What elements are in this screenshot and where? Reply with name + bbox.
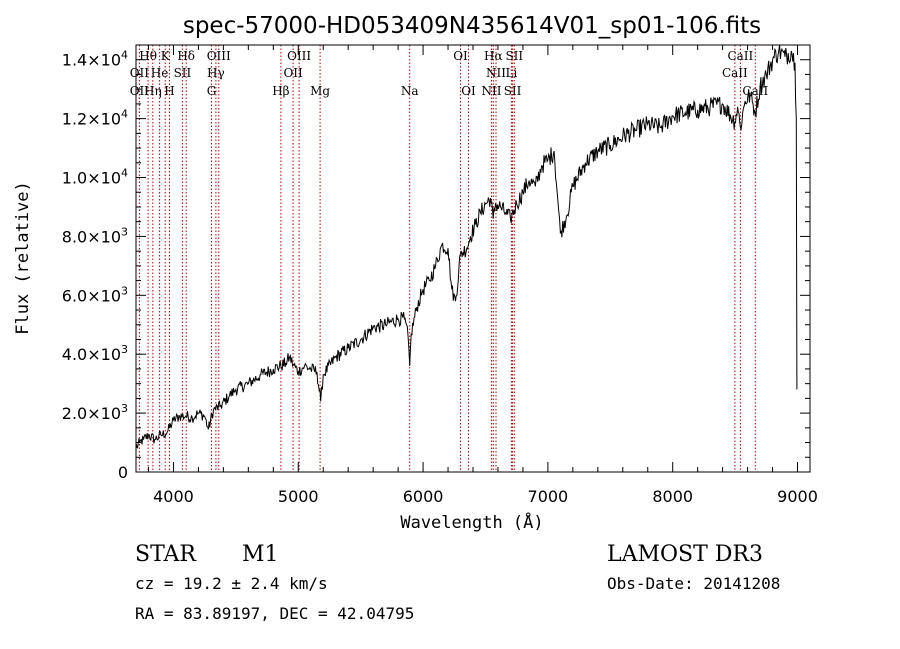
- line-label: OI: [453, 49, 468, 63]
- spectrum-series: [135, 44, 798, 449]
- line-label: Hγ: [207, 66, 225, 80]
- line-label: Hδ: [177, 49, 195, 63]
- line-label: OIII: [287, 49, 311, 63]
- line-label: OII: [130, 84, 150, 98]
- object-class: STAR: [135, 542, 197, 567]
- y-tick-label: 1.2×104: [62, 108, 128, 129]
- y-axis-label: Flux (relative): [13, 181, 33, 335]
- line-label: CaII: [722, 66, 748, 80]
- line-label: SII: [504, 84, 522, 98]
- line-markers: [138, 45, 756, 472]
- line-label: Na: [401, 84, 419, 98]
- spectrum-line: [135, 44, 798, 449]
- object-subclass: M1: [242, 542, 279, 567]
- line-label: CaII: [727, 49, 753, 63]
- line-label: Hη: [144, 84, 162, 98]
- axes: 4000 5000 6000 7000 8000 9000 0 2.0×103 4.0×103 6…: [62, 44, 818, 506]
- plot-frame: [135, 44, 811, 473]
- line-label: Mg: [310, 84, 330, 98]
- line-label: CaII: [742, 84, 768, 98]
- y-tick-label: 4.0×103: [62, 343, 128, 364]
- x-tick-label: 4000: [153, 487, 194, 506]
- line-label: K: [161, 49, 171, 63]
- y-tick-label: 6.0×103: [62, 284, 128, 305]
- line-label: OIII: [207, 49, 231, 63]
- line-label: NII: [486, 66, 506, 80]
- line-label: SII: [174, 66, 192, 80]
- x-tick-label: 9000: [777, 487, 818, 506]
- y-tick-label: 2.0×103: [62, 402, 128, 423]
- x-tick-label: 6000: [403, 487, 444, 506]
- chart-title: spec-57000-HD053409N435614V01_sp01-106.f…: [183, 13, 761, 39]
- line-label: NII: [481, 84, 501, 98]
- x-tick-label: 8000: [652, 487, 693, 506]
- line-label: OII: [130, 66, 150, 80]
- y-tick-label: 0: [118, 463, 128, 482]
- survey-name: LAMOST DR3: [607, 542, 763, 567]
- line-label: OII: [283, 66, 303, 80]
- x-tick-label: 7000: [528, 487, 569, 506]
- obs-date: Obs-Date: 20141208: [607, 574, 780, 593]
- y-tick-label: 1.4×104: [62, 49, 128, 70]
- line-label: H: [164, 84, 174, 98]
- x-axis-label: Wavelength (Å): [400, 511, 543, 533]
- y-tick-label: 1.0×104: [62, 167, 128, 188]
- coordinates-text: RA = 83.89197, DEC = 42.04795: [135, 604, 414, 623]
- line-label: SII: [505, 49, 523, 63]
- line-label: Hθ: [139, 49, 157, 63]
- line-label: Li: [506, 66, 518, 80]
- line-label: Hα: [484, 49, 503, 63]
- x-tick-label: 5000: [278, 487, 319, 506]
- y-tick-label: 8.0×103: [62, 225, 128, 246]
- line-label: OI: [461, 84, 476, 98]
- redshift-text: cz = 19.2 ± 2.4 km/s: [135, 574, 328, 593]
- line-label: He: [151, 66, 169, 80]
- line-label: G: [207, 84, 217, 98]
- line-label: Hβ: [272, 84, 289, 98]
